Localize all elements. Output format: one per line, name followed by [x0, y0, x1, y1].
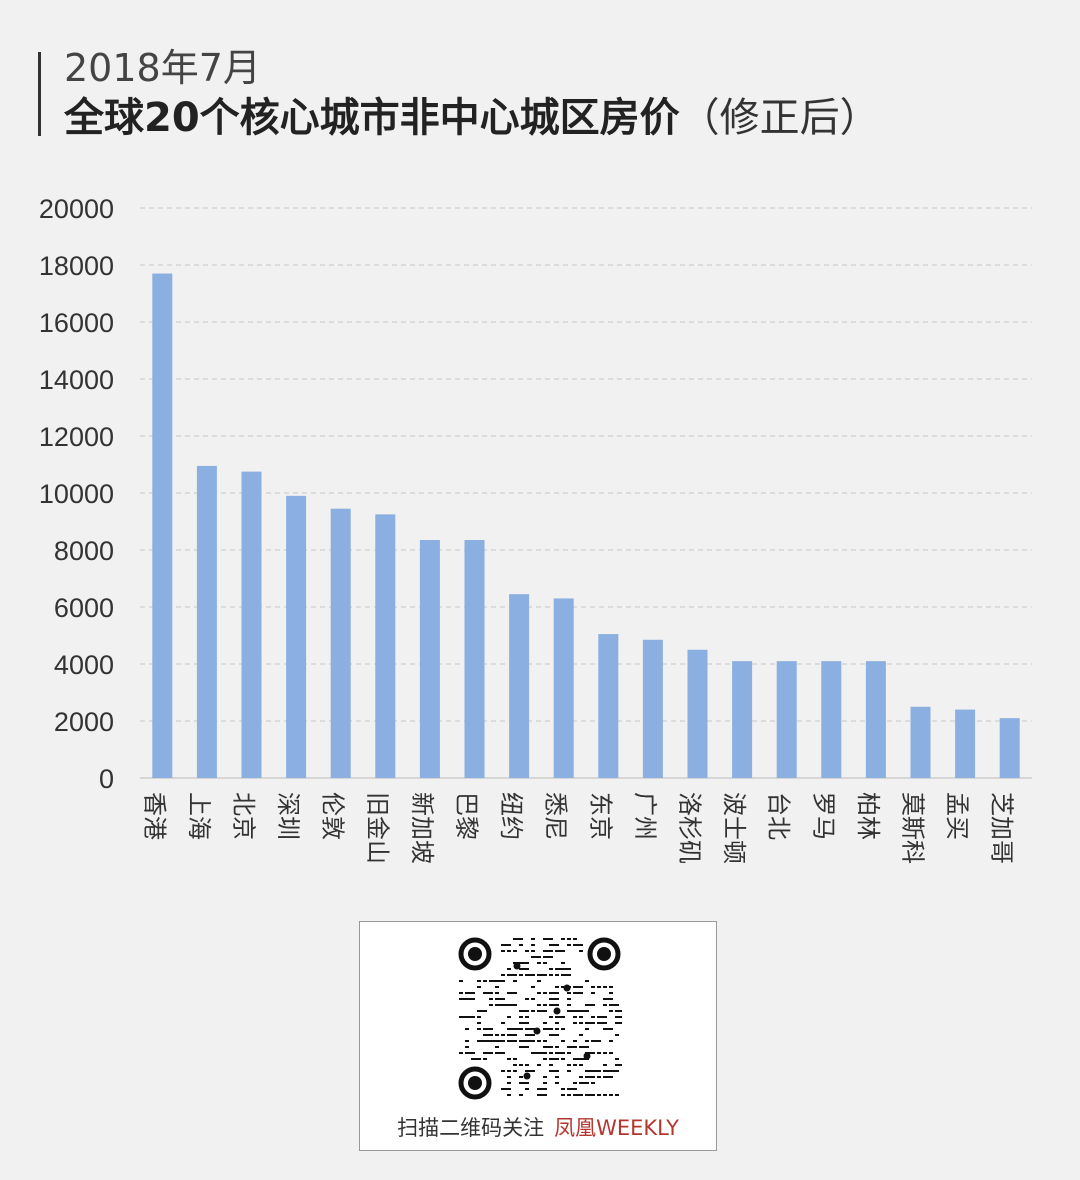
bar-2: [241, 471, 262, 778]
qr-caption-text: 扫描二维码关注: [397, 1116, 545, 1140]
qr-code-icon[interactable]: [457, 936, 622, 1101]
chart-title-paren: （修正后）: [679, 95, 880, 141]
x-tick-label: 孟买: [943, 792, 971, 840]
bar-19: [999, 718, 1020, 778]
x-tick-label: 罗马: [809, 792, 837, 840]
y-tick-label: 18000: [39, 251, 114, 281]
x-tick-label: 北京: [230, 792, 258, 840]
y-tick-label: 20000: [39, 194, 114, 224]
y-tick-label: 10000: [39, 479, 114, 509]
x-tick-label: 台北: [765, 792, 793, 840]
bar-0: [152, 273, 173, 778]
y-tick-label: 14000: [39, 365, 114, 395]
bar-chart: 0 2000 4000 6000 8000 10000 12000 14000 16000 180…: [39, 194, 1032, 864]
gridlines: [140, 207, 1032, 779]
y-tick-label: 2000: [54, 707, 114, 737]
bar-6: [419, 540, 440, 778]
chart-title: 全球20个核心城市非中心城区房价（修正后）: [64, 92, 880, 144]
x-tick-label: 东京: [586, 792, 614, 840]
x-tick-label: 巴黎: [453, 792, 481, 840]
qr-caption: 扫描二维码关注 凤凰WEEKLY: [360, 1112, 716, 1142]
bar-7: [464, 540, 485, 778]
bar-16: [865, 661, 886, 778]
bar-12: [687, 649, 708, 778]
bar-4: [330, 508, 351, 778]
x-tick-label: 旧金山: [363, 792, 391, 864]
bar-5: [375, 514, 396, 778]
bar-9: [553, 598, 574, 778]
chart-subtitle: 2018年7月: [64, 46, 261, 90]
y-tick-label: 16000: [39, 308, 114, 338]
y-tick-label: 6000: [54, 593, 114, 623]
bar-18: [955, 709, 976, 778]
bar-13: [732, 661, 753, 778]
x-tick-label: 莫斯科: [899, 792, 927, 864]
bar-14: [776, 661, 797, 778]
x-tick-label: 深圳: [274, 792, 302, 840]
x-tick-label: 新加坡: [408, 792, 436, 864]
bars: [152, 273, 1020, 778]
x-tick-label: 伦敦: [319, 792, 347, 840]
x-tick-label: 香港: [140, 792, 168, 840]
bar-3: [286, 495, 307, 778]
y-tick-label: 0: [99, 764, 114, 794]
y-tick-label: 8000: [54, 536, 114, 566]
x-tick-label: 柏林: [854, 792, 882, 840]
qr-panel: 扫描二维码关注 凤凰WEEKLY: [359, 921, 717, 1151]
y-axis-ticks: 0 2000 4000 6000 8000 10000 12000 14000 16000 180…: [39, 194, 114, 794]
x-tick-label: 广州: [631, 792, 659, 840]
bar-10: [598, 634, 619, 778]
y-tick-label: 12000: [39, 422, 114, 452]
x-tick-label: 纽约: [497, 792, 525, 840]
bar-8: [509, 594, 530, 778]
bar-1: [196, 465, 217, 778]
bar-17: [910, 706, 931, 778]
x-tick-label: 波士顿: [720, 792, 748, 864]
title-accent-bar: [38, 52, 41, 136]
x-tick-label: 芝加哥: [988, 792, 1016, 864]
bar-11: [642, 639, 663, 778]
x-tick-label: 洛杉矶: [676, 792, 704, 864]
bar-15: [821, 661, 842, 778]
x-axis-labels: 香港 上海 北京 深圳 伦敦 旧金山 新加坡 巴黎 纽约 悉尼 东京 广州 洛杉矶 波士顿 台北 罗马 柏林 莫斯…: [140, 792, 1015, 864]
chart-title-main: 全球20个核心城市非中心城区房价: [64, 95, 680, 141]
y-tick-label: 4000: [54, 650, 114, 680]
brand-name: 凤凰WEEKLY: [554, 1116, 679, 1140]
x-tick-label: 悉尼: [542, 792, 570, 840]
x-tick-label: 上海: [185, 792, 213, 840]
